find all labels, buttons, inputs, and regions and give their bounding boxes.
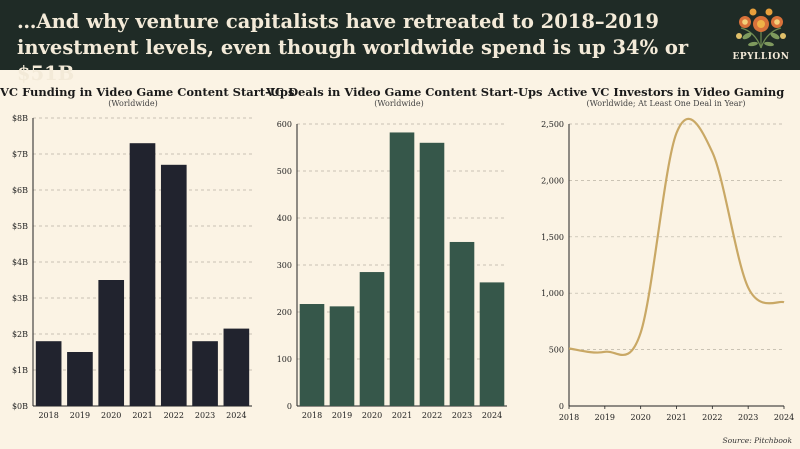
x-tick-label: 2024	[226, 411, 246, 420]
y-tick-label: $0B	[12, 402, 28, 411]
chart-title: VC Funding in Video Game Content Start-U…	[0, 85, 295, 99]
y-tick-label: 100	[277, 355, 292, 364]
bar-2021	[129, 143, 156, 406]
x-tick-label: 2019	[595, 413, 615, 422]
x-tick-label: 2022	[422, 411, 442, 420]
vc-funding-chart-panel: VC Funding in Video Game Content Start-U…	[0, 70, 295, 449]
chart-title: VC Deals in Video Game Content Start-Ups	[266, 85, 543, 99]
bar-2020	[98, 280, 125, 406]
x-tick-label: 2020	[630, 413, 650, 422]
bar-2019	[329, 306, 355, 406]
y-tick-label: $2B	[12, 330, 28, 339]
y-tick-label: 500	[277, 167, 292, 176]
y-tick-label: $3B	[12, 294, 28, 303]
x-tick-label: 2018	[302, 411, 322, 420]
y-tick-label: 300	[277, 261, 292, 270]
y-tick-label: $1B	[12, 366, 28, 375]
x-tick-label: 2022	[702, 413, 722, 422]
y-tick-label: $8B	[12, 114, 28, 123]
vc-funding-bar-chart: $0B $1B $2B $3B $4B $5B $6B $7B $8B 2018 2019 2020 2…	[12, 114, 252, 420]
vc-deals-bar-chart: 0 100 200 300 400 500 600 2018 2019 2020 2021 2022 2…	[277, 120, 507, 420]
chart-title: Active VC Investors in Video Gaming	[547, 85, 785, 99]
x-tick-label: 2021	[132, 411, 152, 420]
y-tick-label: 0	[559, 402, 564, 411]
floral-logo-icon	[736, 8, 786, 49]
x-tick-label: 2024	[774, 413, 794, 422]
active-investors-line-chart: 0 500 1,000 1,500 2,000 2,500 2018 2019 2020 2021…	[541, 117, 794, 422]
page-title: …And why venture capitalists have retrea…	[17, 10, 689, 85]
bar-2024	[479, 282, 505, 406]
vc-deals-chart-panel: VC Deals in Video Game Content Start-Ups…	[266, 70, 543, 449]
x-tick-label: 2022	[164, 411, 184, 420]
x-tick-label: 2023	[452, 411, 472, 420]
x-tick-label: 2021	[392, 411, 412, 420]
x-tick-label: 2024	[482, 411, 502, 420]
chart-subtitle: (Worldwide; At Least One Deal in Year)	[586, 99, 746, 108]
y-tick-label: $4B	[12, 258, 28, 267]
chart-subtitle: (Worldwide)	[108, 99, 158, 108]
y-tick-label: 600	[277, 120, 292, 129]
chart-subtitle: (Worldwide)	[374, 99, 424, 108]
bar-2023	[449, 241, 475, 406]
bar-2022	[419, 142, 445, 407]
y-tick-label: 1,500	[541, 233, 564, 242]
bar-2020	[359, 272, 385, 406]
y-tick-label: 200	[277, 308, 292, 317]
header-bar: …And why venture capitalists have retrea…	[0, 0, 800, 85]
x-tick-label: 2019	[332, 411, 352, 420]
x-tick-label: 2023	[738, 413, 758, 422]
y-tick-label: $6B	[12, 186, 28, 195]
x-tick-label: 2018	[38, 411, 58, 420]
y-tick-label: 2,500	[541, 120, 564, 129]
x-tick-label: 2023	[195, 411, 215, 420]
x-tick-label: 2020	[362, 411, 382, 420]
active-investors-chart-panel: Active VC Investors in Video Gaming (Wor…	[532, 70, 800, 449]
y-tick-label: 2,000	[541, 176, 564, 185]
source-note: Source: Pitchbook	[722, 436, 793, 445]
y-tick-label: 400	[277, 214, 292, 223]
y-tick-label: $7B	[12, 150, 28, 159]
series-line	[568, 117, 785, 356]
bar-2022	[160, 164, 187, 406]
logo-text: EPYLLION	[732, 52, 790, 62]
bar-2019	[67, 352, 93, 406]
y-tick-label: 1,000	[541, 289, 564, 298]
bar-2021	[389, 132, 415, 406]
x-tick-label: 2021	[666, 413, 686, 422]
bar-2023	[192, 341, 218, 406]
epyllion-logo: EPYLLION	[727, 6, 795, 66]
y-tick-label: 500	[549, 346, 564, 355]
x-tick-label: 2019	[70, 411, 90, 420]
x-tick-label: 2018	[559, 413, 579, 422]
y-tick-label: 0	[287, 402, 292, 411]
bar-2018	[35, 341, 62, 406]
bar-2018	[299, 304, 325, 406]
y-tick-label: $5B	[12, 222, 28, 231]
bar-2024	[223, 328, 250, 406]
x-tick-label: 2020	[101, 411, 121, 420]
